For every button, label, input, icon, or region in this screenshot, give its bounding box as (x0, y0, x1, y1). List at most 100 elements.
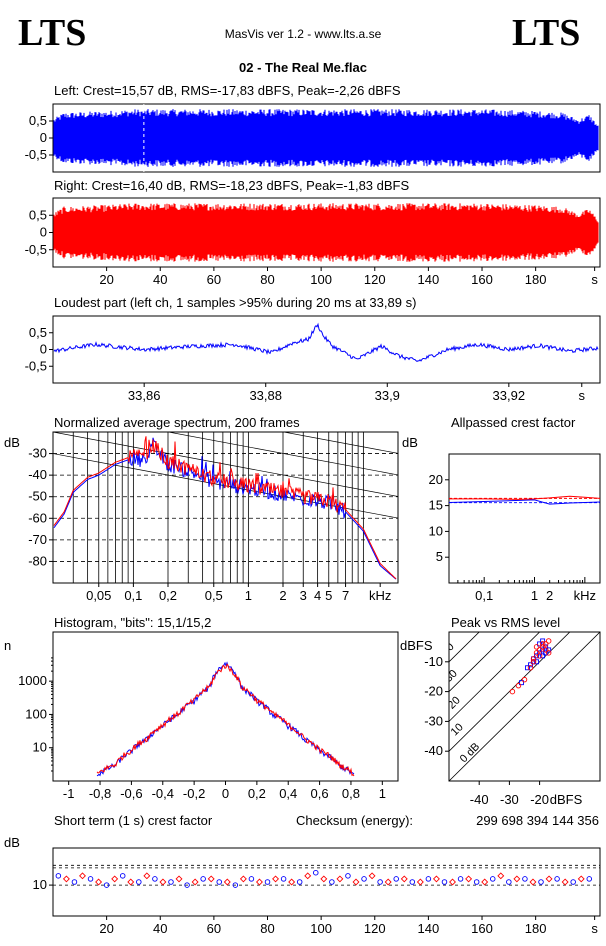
crest-point-right (62, 875, 70, 883)
crest-point-right (416, 878, 424, 886)
crest-point-right (159, 878, 167, 886)
crest-point-left (489, 876, 496, 882)
spectrum-xtick-label: 7 (342, 588, 349, 603)
spectrum-grid (53, 259, 398, 583)
crest-point-left (71, 879, 78, 885)
peakrms-diagonal-label: 30 (443, 668, 460, 685)
crest-point-right (175, 875, 183, 883)
right-title: Right: Crest=16,40 dB, RMS=-18,23 dBFS, … (54, 178, 409, 193)
crest-xtick-label: 120 (364, 921, 386, 936)
loudest-xtick-label: s (579, 388, 586, 403)
spectrum-ytick-label: -80 (28, 553, 47, 568)
crest-point-left (200, 876, 206, 882)
charts-layer: Left: Crest=15,57 dB, RMS=-17,83 dBFS, P… (4, 83, 601, 936)
crest-point-right (384, 878, 392, 886)
histogram-ylabel: n (4, 638, 11, 653)
spectrum-ytick-label: -70 (28, 532, 47, 547)
crest-point-left (103, 882, 110, 888)
crest-point-right (320, 875, 328, 883)
left-title: Left: Crest=15,57 dB, RMS=-17,83 dBFS, P… (54, 83, 401, 98)
peakrms-point-left (537, 641, 543, 647)
crest-point-right (352, 878, 360, 886)
crest-point-right (191, 878, 199, 886)
histogram-title: Histogram, "bits": 15,1/15,2 (54, 615, 211, 630)
crest-point-left (119, 873, 126, 879)
right-xtick-label: 100 (310, 272, 332, 287)
spectrum-xtick-label: 0,05 (86, 588, 111, 603)
spectrum-ytick-label: -30 (28, 446, 47, 461)
peakrms-diagonal (449, 632, 480, 663)
histogram-xtick-label: 1 (379, 786, 386, 801)
crest-point-right (95, 878, 103, 886)
peakrms-xtick-label: -30 (500, 792, 519, 807)
crest-point-right (545, 875, 553, 883)
peakrms-point-right (527, 665, 534, 671)
crest-point-left (393, 876, 399, 882)
loudest-ytick-label: 0,5 (29, 325, 47, 340)
peakrms-ytick-label: -40 (424, 743, 443, 758)
allpass-xtick-label: 2 (546, 588, 553, 603)
right-xtick-label: 80 (260, 272, 274, 287)
right-xtick-label: 180 (525, 272, 547, 287)
histogram-xtick-label: -0,4 (152, 786, 174, 801)
spectrum-ytick-label: -40 (28, 467, 47, 482)
crest-point-right (561, 878, 569, 886)
peakrms-point-right (515, 682, 522, 689)
peakrms-point-right (539, 644, 546, 650)
crest-point-right (336, 875, 344, 883)
crest-point-left (409, 879, 416, 885)
peakrms-point-left (537, 650, 543, 656)
histogram-xtick-label: 0,6 (311, 786, 329, 801)
crest-point-left (329, 879, 335, 885)
right-xtick-label: 40 (153, 272, 167, 287)
crest-xtick-label: 80 (260, 921, 274, 936)
peakrms-diagonal (449, 632, 600, 781)
crest-point-left (425, 876, 432, 882)
crest-point-left (248, 876, 255, 882)
peakrms-point-right (521, 676, 528, 683)
loudest-xtick-label: 33,9 (375, 388, 400, 403)
spectrum-xtick-label: 5 (325, 588, 332, 603)
crest-point-right (288, 878, 296, 886)
spectrum-xtick-label: 0,5 (205, 588, 223, 603)
peakrms-point-left (534, 653, 540, 659)
peakrms-diagonal-label: 10 (449, 721, 466, 738)
peakrms-point-right (533, 650, 540, 656)
crest-point-left (313, 869, 319, 876)
histogram-xtick-label: 0,2 (248, 786, 266, 801)
histogram-xtick-label: -0,6 (120, 786, 142, 801)
right-ytick-label: 0 (40, 225, 47, 240)
peakrms-diagonal (449, 632, 510, 692)
crest-point-right (449, 878, 456, 886)
crest-xtick-label: s (591, 921, 598, 936)
histogram-xtick-label: 0 (222, 786, 229, 801)
spectrum-xtick-label: kHz (369, 588, 391, 603)
spectrum-slope (53, 259, 398, 323)
histogram-ytick-label: 1000 (18, 673, 47, 688)
spectrum-slope (53, 324, 398, 388)
right-xtick-label: 20 (99, 272, 113, 287)
peakrms-point-left (543, 644, 549, 650)
histogram-xtick-label: -1 (63, 786, 75, 801)
spectrum-xtick-label: 2 (279, 588, 286, 603)
crest-point-right (143, 872, 151, 880)
crest-point-right (127, 878, 135, 886)
crest-point-left (168, 879, 174, 885)
crest-point-left (216, 879, 222, 885)
crest-point-right (432, 875, 440, 883)
spectrum-xtick-label: 0,1 (124, 588, 142, 603)
histogram-xtick-label: 0,4 (279, 786, 297, 801)
peakrms-point-right (545, 638, 552, 644)
crest-point-left (264, 879, 271, 885)
peakrms-diagonal (449, 632, 541, 722)
histogram-ytick-label: 10 (33, 740, 47, 755)
left-ytick-label: -0,5 (25, 147, 47, 162)
crest-point-right (400, 875, 408, 883)
crest-xtick-label: 60 (207, 921, 221, 936)
crest-point-left (280, 876, 287, 882)
spectrum-xtick-label: 4 (314, 588, 321, 603)
right-ytick-label: 0,5 (29, 207, 47, 222)
crest-point-left (296, 879, 303, 885)
crest-point-right (79, 872, 86, 880)
crest-title: Short term (1 s) crest factor (54, 813, 213, 828)
